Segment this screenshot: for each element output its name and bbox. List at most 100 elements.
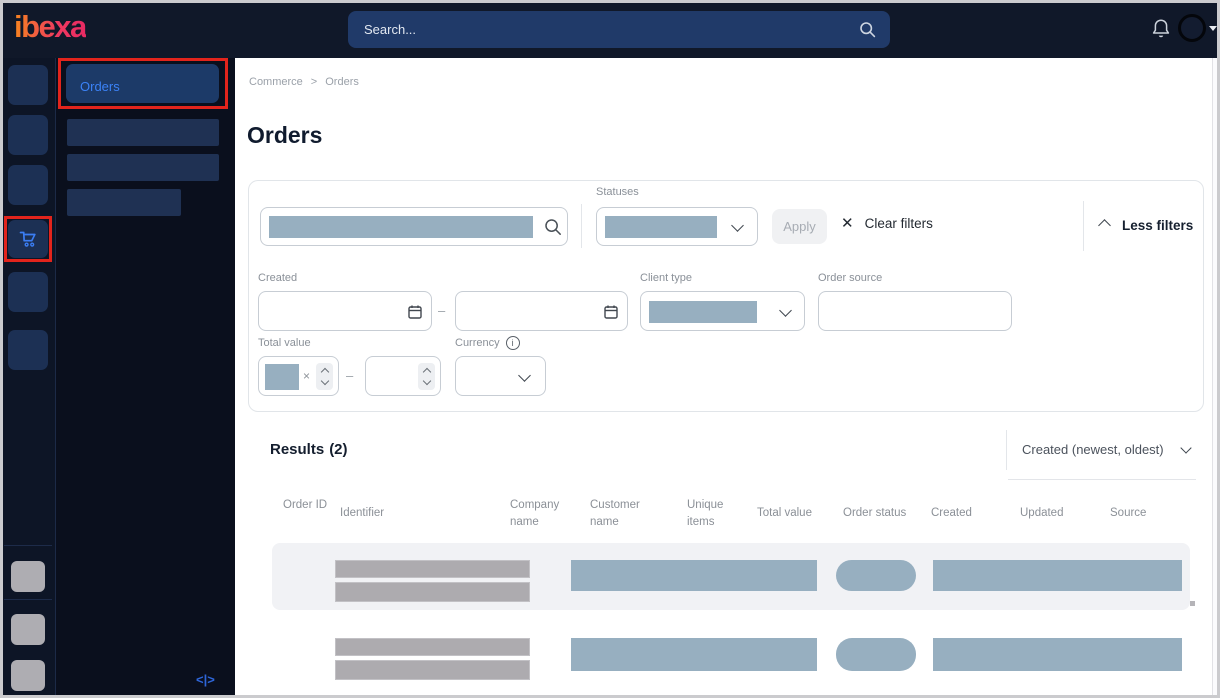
menu-item-placeholder[interactable] bbox=[67, 119, 219, 146]
sidebar-divider bbox=[4, 599, 52, 600]
column-header: Created bbox=[931, 507, 972, 519]
order-source-input[interactable] bbox=[818, 291, 1012, 331]
less-filters-label: Less filters bbox=[1122, 218, 1194, 233]
client-type-select[interactable] bbox=[640, 291, 805, 331]
created-label: Created bbox=[258, 272, 298, 284]
topbar: ibexa bbox=[0, 0, 1220, 58]
results-title: Results (2) bbox=[270, 441, 348, 458]
column-header: Updated bbox=[1020, 507, 1064, 519]
total-value-label: Total value bbox=[258, 337, 311, 349]
sidebar-icon-placeholder[interactable] bbox=[8, 330, 48, 370]
ibexa-logo[interactable]: ibexa bbox=[14, 9, 87, 44]
column-header: Identifier bbox=[340, 507, 385, 519]
filter-divider bbox=[1083, 201, 1084, 251]
cart-icon bbox=[17, 229, 39, 249]
identifier-placeholder bbox=[335, 638, 530, 656]
column-header: Order status bbox=[843, 507, 907, 519]
customer-placeholder bbox=[571, 638, 817, 671]
menu-item-orders[interactable]: Orders bbox=[66, 64, 219, 103]
clear-filters-button[interactable]: ✕ Clear filters bbox=[841, 216, 933, 231]
value-range-separator: – bbox=[346, 368, 354, 383]
order-source-label: Order source bbox=[818, 272, 883, 284]
currency-select[interactable] bbox=[455, 356, 546, 396]
dates-placeholder bbox=[933, 638, 1182, 671]
chevron-up-icon bbox=[1098, 219, 1111, 232]
statuses-label: Statuses bbox=[596, 186, 639, 198]
identifier-placeholder bbox=[335, 582, 530, 602]
sidebar-icon-placeholder[interactable] bbox=[8, 65, 48, 105]
created-to-input[interactable] bbox=[455, 291, 628, 331]
client-type-value-placeholder bbox=[649, 301, 757, 323]
search-value-placeholder bbox=[269, 216, 533, 238]
scrollbar-track[interactable] bbox=[1212, 58, 1220, 698]
sidebar-icon-placeholder[interactable] bbox=[8, 115, 48, 155]
sort-divider bbox=[1006, 430, 1007, 470]
total-value-min-placeholder bbox=[265, 364, 299, 390]
clear-value-icon[interactable]: × bbox=[303, 369, 311, 383]
search-icon bbox=[859, 21, 876, 38]
order-search-input[interactable] bbox=[260, 207, 568, 246]
created-from-input[interactable] bbox=[258, 291, 432, 331]
breadcrumb: Commerce > Orders bbox=[249, 76, 359, 88]
chevron-down-icon bbox=[731, 219, 744, 232]
sort-select[interactable]: Created (newest, oldest) bbox=[1022, 442, 1192, 457]
sort-select-label: Created (newest, oldest) bbox=[1022, 442, 1164, 457]
identifier-placeholder bbox=[335, 560, 530, 578]
results-count: (2) bbox=[329, 441, 348, 458]
column-header: Customer name bbox=[590, 499, 640, 528]
breadcrumb-separator: > bbox=[310, 76, 318, 88]
date-range-separator: – bbox=[438, 303, 446, 318]
breadcrumb-item-commerce[interactable]: Commerce bbox=[249, 76, 303, 88]
calendar-icon bbox=[407, 304, 423, 320]
menu-item-placeholder[interactable] bbox=[67, 154, 219, 181]
sidebar-icon-placeholder[interactable] bbox=[11, 561, 45, 592]
sidebar-icon-placeholder[interactable] bbox=[8, 165, 48, 205]
column-header: Company name bbox=[510, 499, 560, 528]
filter-divider bbox=[581, 204, 582, 248]
total-value-min-input[interactable]: × bbox=[258, 356, 339, 396]
customer-placeholder bbox=[571, 560, 817, 591]
dates-placeholder bbox=[933, 560, 1182, 591]
sidebar-item-commerce[interactable] bbox=[8, 220, 48, 258]
apply-button[interactable]: Apply bbox=[772, 209, 827, 244]
caret-down-icon[interactable] bbox=[1209, 26, 1217, 31]
bell-icon[interactable] bbox=[1150, 17, 1172, 41]
menu-item-orders-label: Orders bbox=[80, 79, 120, 94]
sort-underline bbox=[1008, 479, 1196, 480]
page-title: Orders bbox=[247, 122, 323, 148]
chevron-down-icon bbox=[779, 304, 792, 317]
order-status-badge bbox=[836, 638, 916, 671]
chevron-down-icon bbox=[518, 369, 531, 382]
resize-handle bbox=[1190, 601, 1195, 606]
menu-item-placeholder[interactable] bbox=[67, 189, 181, 216]
sidebar-divider bbox=[4, 545, 52, 546]
column-header: Total value bbox=[757, 507, 812, 519]
column-header: Unique items bbox=[687, 499, 724, 528]
sidebar-icon-placeholder[interactable] bbox=[11, 660, 45, 691]
statuses-value-placeholder bbox=[605, 216, 717, 238]
global-search[interactable] bbox=[348, 11, 890, 48]
chevron-down-icon bbox=[1179, 442, 1192, 454]
less-filters-toggle[interactable]: Less filters bbox=[1098, 218, 1194, 233]
sidebar-icon-placeholder[interactable] bbox=[11, 614, 45, 645]
total-value-max-input[interactable] bbox=[365, 356, 441, 396]
clear-filters-label: Clear filters bbox=[864, 216, 933, 231]
info-icon[interactable]: i bbox=[505, 336, 520, 350]
identifier-placeholder bbox=[335, 660, 530, 680]
number-stepper[interactable] bbox=[316, 363, 333, 390]
number-stepper[interactable] bbox=[418, 363, 435, 390]
order-status-badge bbox=[836, 560, 916, 591]
client-type-label: Client type bbox=[640, 272, 692, 284]
currency-label: Currency i bbox=[455, 336, 520, 350]
column-header: Source bbox=[1110, 507, 1147, 519]
calendar-icon bbox=[603, 304, 619, 320]
collapse-sidebar-button[interactable]: <|> bbox=[196, 672, 215, 687]
statuses-select[interactable] bbox=[596, 207, 758, 246]
sidebar-icon-placeholder[interactable] bbox=[8, 272, 48, 312]
avatar[interactable] bbox=[1178, 14, 1206, 42]
search-icon bbox=[544, 218, 562, 236]
global-search-input[interactable] bbox=[364, 22, 859, 37]
column-header: Order ID bbox=[283, 499, 328, 511]
breadcrumb-item-orders[interactable]: Orders bbox=[325, 76, 359, 88]
